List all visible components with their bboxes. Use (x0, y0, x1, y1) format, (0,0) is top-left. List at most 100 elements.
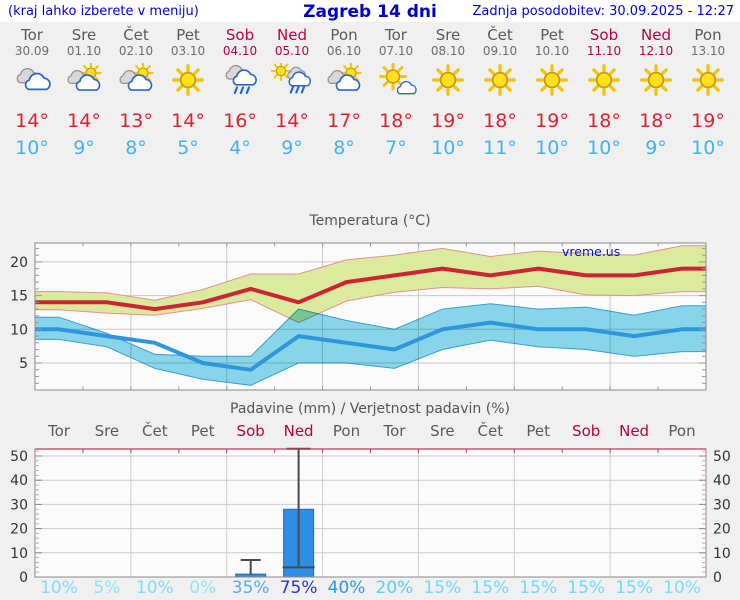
precip-probability-label: 15% (471, 578, 510, 598)
min-temp-label: 5° (177, 137, 199, 159)
max-temp-label: 16° (223, 110, 257, 132)
weather-icon-sunny (426, 58, 470, 107)
day-name-label: Tor (385, 26, 407, 44)
max-temp-label: 18° (483, 110, 517, 132)
min-temp-label: 11° (483, 137, 517, 159)
precip-probability-label: 10% (663, 578, 701, 598)
precip-day-label: Čet (142, 422, 168, 440)
day-date-label: 13.10 (690, 44, 726, 58)
max-temp-label: 18° (639, 110, 673, 132)
precip-day-label: Pon (668, 422, 696, 440)
max-temp-label: 14° (67, 110, 101, 132)
precipitation-chart-title: Padavine (mm) / Verjetnost padavin (%) (230, 401, 510, 417)
precip-day-label: Čet (477, 422, 504, 440)
day-name-label: Pon (330, 26, 358, 44)
day-date-label: 02.10 (118, 44, 154, 58)
day-date-label: 04.10 (222, 44, 258, 58)
weather-icon-sun-cloud (374, 58, 418, 107)
min-temp-label: 8° (125, 137, 147, 159)
day-name-label: Čet (487, 26, 513, 44)
day-date-label: 11.10 (586, 44, 622, 58)
day-name-label: Čet (123, 26, 149, 44)
max-temp-label: 19° (691, 110, 725, 132)
day-column: Tor 07.10 18° 7° (370, 27, 422, 162)
min-temp-label: 7° (385, 137, 407, 159)
day-column: Pet 10.10 19° 10° (526, 27, 578, 162)
precip-day-label: Pet (526, 422, 551, 440)
day-column: Tor 30.09 14° 10° (6, 27, 58, 162)
precip-day-label: Ned (283, 422, 314, 440)
day-date-label: 07.10 (378, 44, 414, 58)
day-name-label: Ned (277, 26, 307, 44)
day-name-label: Tor (21, 26, 43, 44)
max-temp-label: 14° (275, 110, 309, 132)
max-temp-label: 19° (535, 110, 569, 132)
day-date-label: 05.10 (274, 44, 310, 58)
precip-probability-label: 10% (40, 578, 78, 598)
day-column: Čet 02.10 13° 8° (110, 27, 162, 162)
min-temp-label: 4° (229, 137, 251, 159)
precip-day-label: Ned (619, 422, 650, 440)
max-temp-label: 14° (171, 110, 205, 132)
precip-probability-label: 5% (93, 578, 121, 598)
precip-day-label: Sob (236, 422, 265, 440)
precip-day-label: Pon (332, 422, 361, 440)
day-name-label: Pet (176, 26, 200, 44)
day-column: Sre 01.10 14° 9° (58, 27, 110, 162)
min-temp-label: 10° (535, 137, 569, 159)
day-column: Čet 09.10 18° 11° (474, 27, 526, 162)
min-temp-label: 9° (281, 137, 303, 159)
precip-probability-label: 20% (375, 578, 414, 598)
weather-icon-sunny (530, 58, 574, 107)
max-temp-label: 18° (379, 110, 413, 132)
day-date-label: 09.10 (482, 44, 518, 58)
day-date-label: 01.10 (66, 44, 102, 58)
max-temp-label: 18° (587, 110, 621, 132)
max-temp-label: 19° (431, 110, 465, 132)
temperature-chart-title: Temperatura (°C) (309, 213, 431, 229)
precip-day-label: Sre (430, 422, 455, 440)
precip-probability-label: 0% (189, 578, 217, 598)
day-name-label: Sre (71, 26, 97, 44)
day-date-label: 12.10 (638, 44, 674, 58)
last-update-text: Zadnja posodobitev: 30.09.2025 - 12:27 (472, 4, 734, 19)
weather-icon-cloudy (10, 58, 54, 107)
menu-hint-text: (kraj lahko izberete v meniju) (8, 4, 199, 19)
forecast-table: Tor 30.09 14° 10° Sre 01.10 14° 9° Čet 02.10 13° 8°… (6, 27, 734, 162)
max-temp-label: 17° (327, 110, 361, 132)
min-temp-label: 9° (73, 137, 95, 159)
precip-probability-label: 75% (279, 578, 318, 598)
day-column: Ned 05.10 14° 9° (266, 27, 318, 162)
precip-probability-label: 15% (519, 578, 558, 598)
day-date-label: 08.10 (430, 44, 466, 58)
day-date-label: 10.10 (534, 44, 570, 58)
day-column: Pet 03.10 14° 5° (162, 27, 214, 162)
page-title: Zagreb 14 dni (303, 2, 437, 22)
precip-day-label: Tor (383, 422, 406, 440)
day-column: Pon 06.10 17° 8° (318, 27, 370, 162)
precip-probability-label: 40% (327, 578, 366, 598)
min-temp-label: 10° (691, 137, 725, 159)
precip-day-label: Tor (47, 422, 70, 440)
min-temp-label: 10° (431, 137, 465, 159)
min-temp-label: 9° (645, 137, 667, 159)
min-temp-label: 8° (333, 137, 355, 159)
weather-icon-sunny (582, 58, 626, 107)
precip-probability-label: 35% (231, 578, 270, 598)
day-name-label: Pon (694, 26, 722, 44)
precip-day-label: Sre (94, 422, 120, 440)
precip-day-label: Sob (572, 422, 601, 440)
precip-probability-label: 15% (423, 578, 462, 598)
precipitation-probability-row: 10% 5% 10% 0% 35% 75% 40% 20% 15% 15% 15% 15% 15% 10% (35, 578, 706, 598)
precip-day-label: Pet (190, 422, 215, 440)
min-temp-label: 10° (15, 137, 49, 159)
weather-icon-sunny (634, 58, 678, 107)
day-date-label: 06.10 (326, 44, 362, 58)
day-name-label: Pet (540, 26, 564, 44)
weather-icon-sunny (686, 58, 730, 107)
max-temp-label: 13° (119, 110, 153, 132)
precipitation-day-labels: Tor Sre Čet Pet Sob Ned Pon Tor Sre Čet Pet Sob Ned P… (35, 422, 706, 440)
precip-probability-label: 15% (567, 578, 606, 598)
min-temp-label: 10° (587, 137, 621, 159)
